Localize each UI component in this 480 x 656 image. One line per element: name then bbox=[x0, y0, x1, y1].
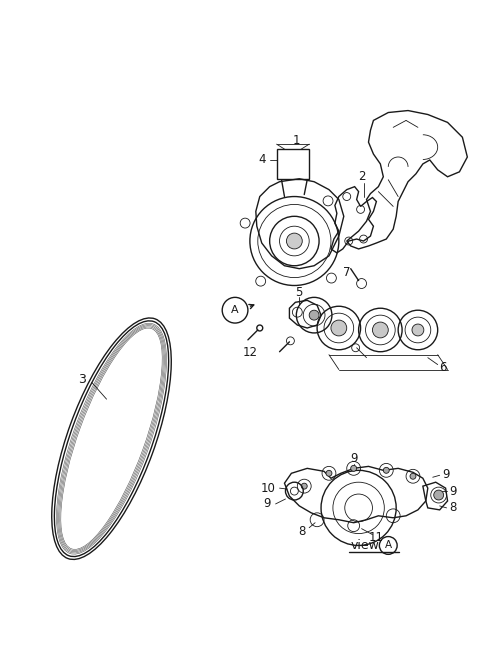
Circle shape bbox=[351, 465, 357, 471]
Circle shape bbox=[434, 490, 444, 500]
Text: 8: 8 bbox=[449, 501, 456, 514]
Circle shape bbox=[301, 483, 307, 489]
Text: 11: 11 bbox=[369, 531, 384, 544]
Text: view: view bbox=[351, 539, 380, 552]
Text: A: A bbox=[231, 305, 239, 316]
Text: 3: 3 bbox=[78, 373, 86, 386]
Text: 5: 5 bbox=[296, 286, 303, 299]
Circle shape bbox=[372, 322, 388, 338]
Text: 9: 9 bbox=[263, 497, 270, 510]
Circle shape bbox=[326, 470, 332, 476]
Text: 12: 12 bbox=[242, 346, 257, 359]
Circle shape bbox=[412, 324, 424, 336]
Text: 7: 7 bbox=[343, 266, 350, 279]
Text: 6: 6 bbox=[439, 361, 446, 374]
Circle shape bbox=[309, 310, 319, 320]
Circle shape bbox=[331, 320, 347, 336]
Text: 2: 2 bbox=[358, 171, 365, 183]
Circle shape bbox=[410, 473, 416, 480]
Text: 1: 1 bbox=[293, 134, 300, 147]
Circle shape bbox=[384, 467, 389, 473]
Text: 9: 9 bbox=[442, 468, 449, 481]
Text: A: A bbox=[384, 541, 392, 550]
Text: 9: 9 bbox=[350, 452, 358, 465]
Text: 4: 4 bbox=[258, 154, 265, 167]
Text: 8: 8 bbox=[299, 525, 306, 538]
Text: 9: 9 bbox=[449, 485, 456, 498]
Circle shape bbox=[287, 233, 302, 249]
Text: 10: 10 bbox=[260, 482, 275, 495]
